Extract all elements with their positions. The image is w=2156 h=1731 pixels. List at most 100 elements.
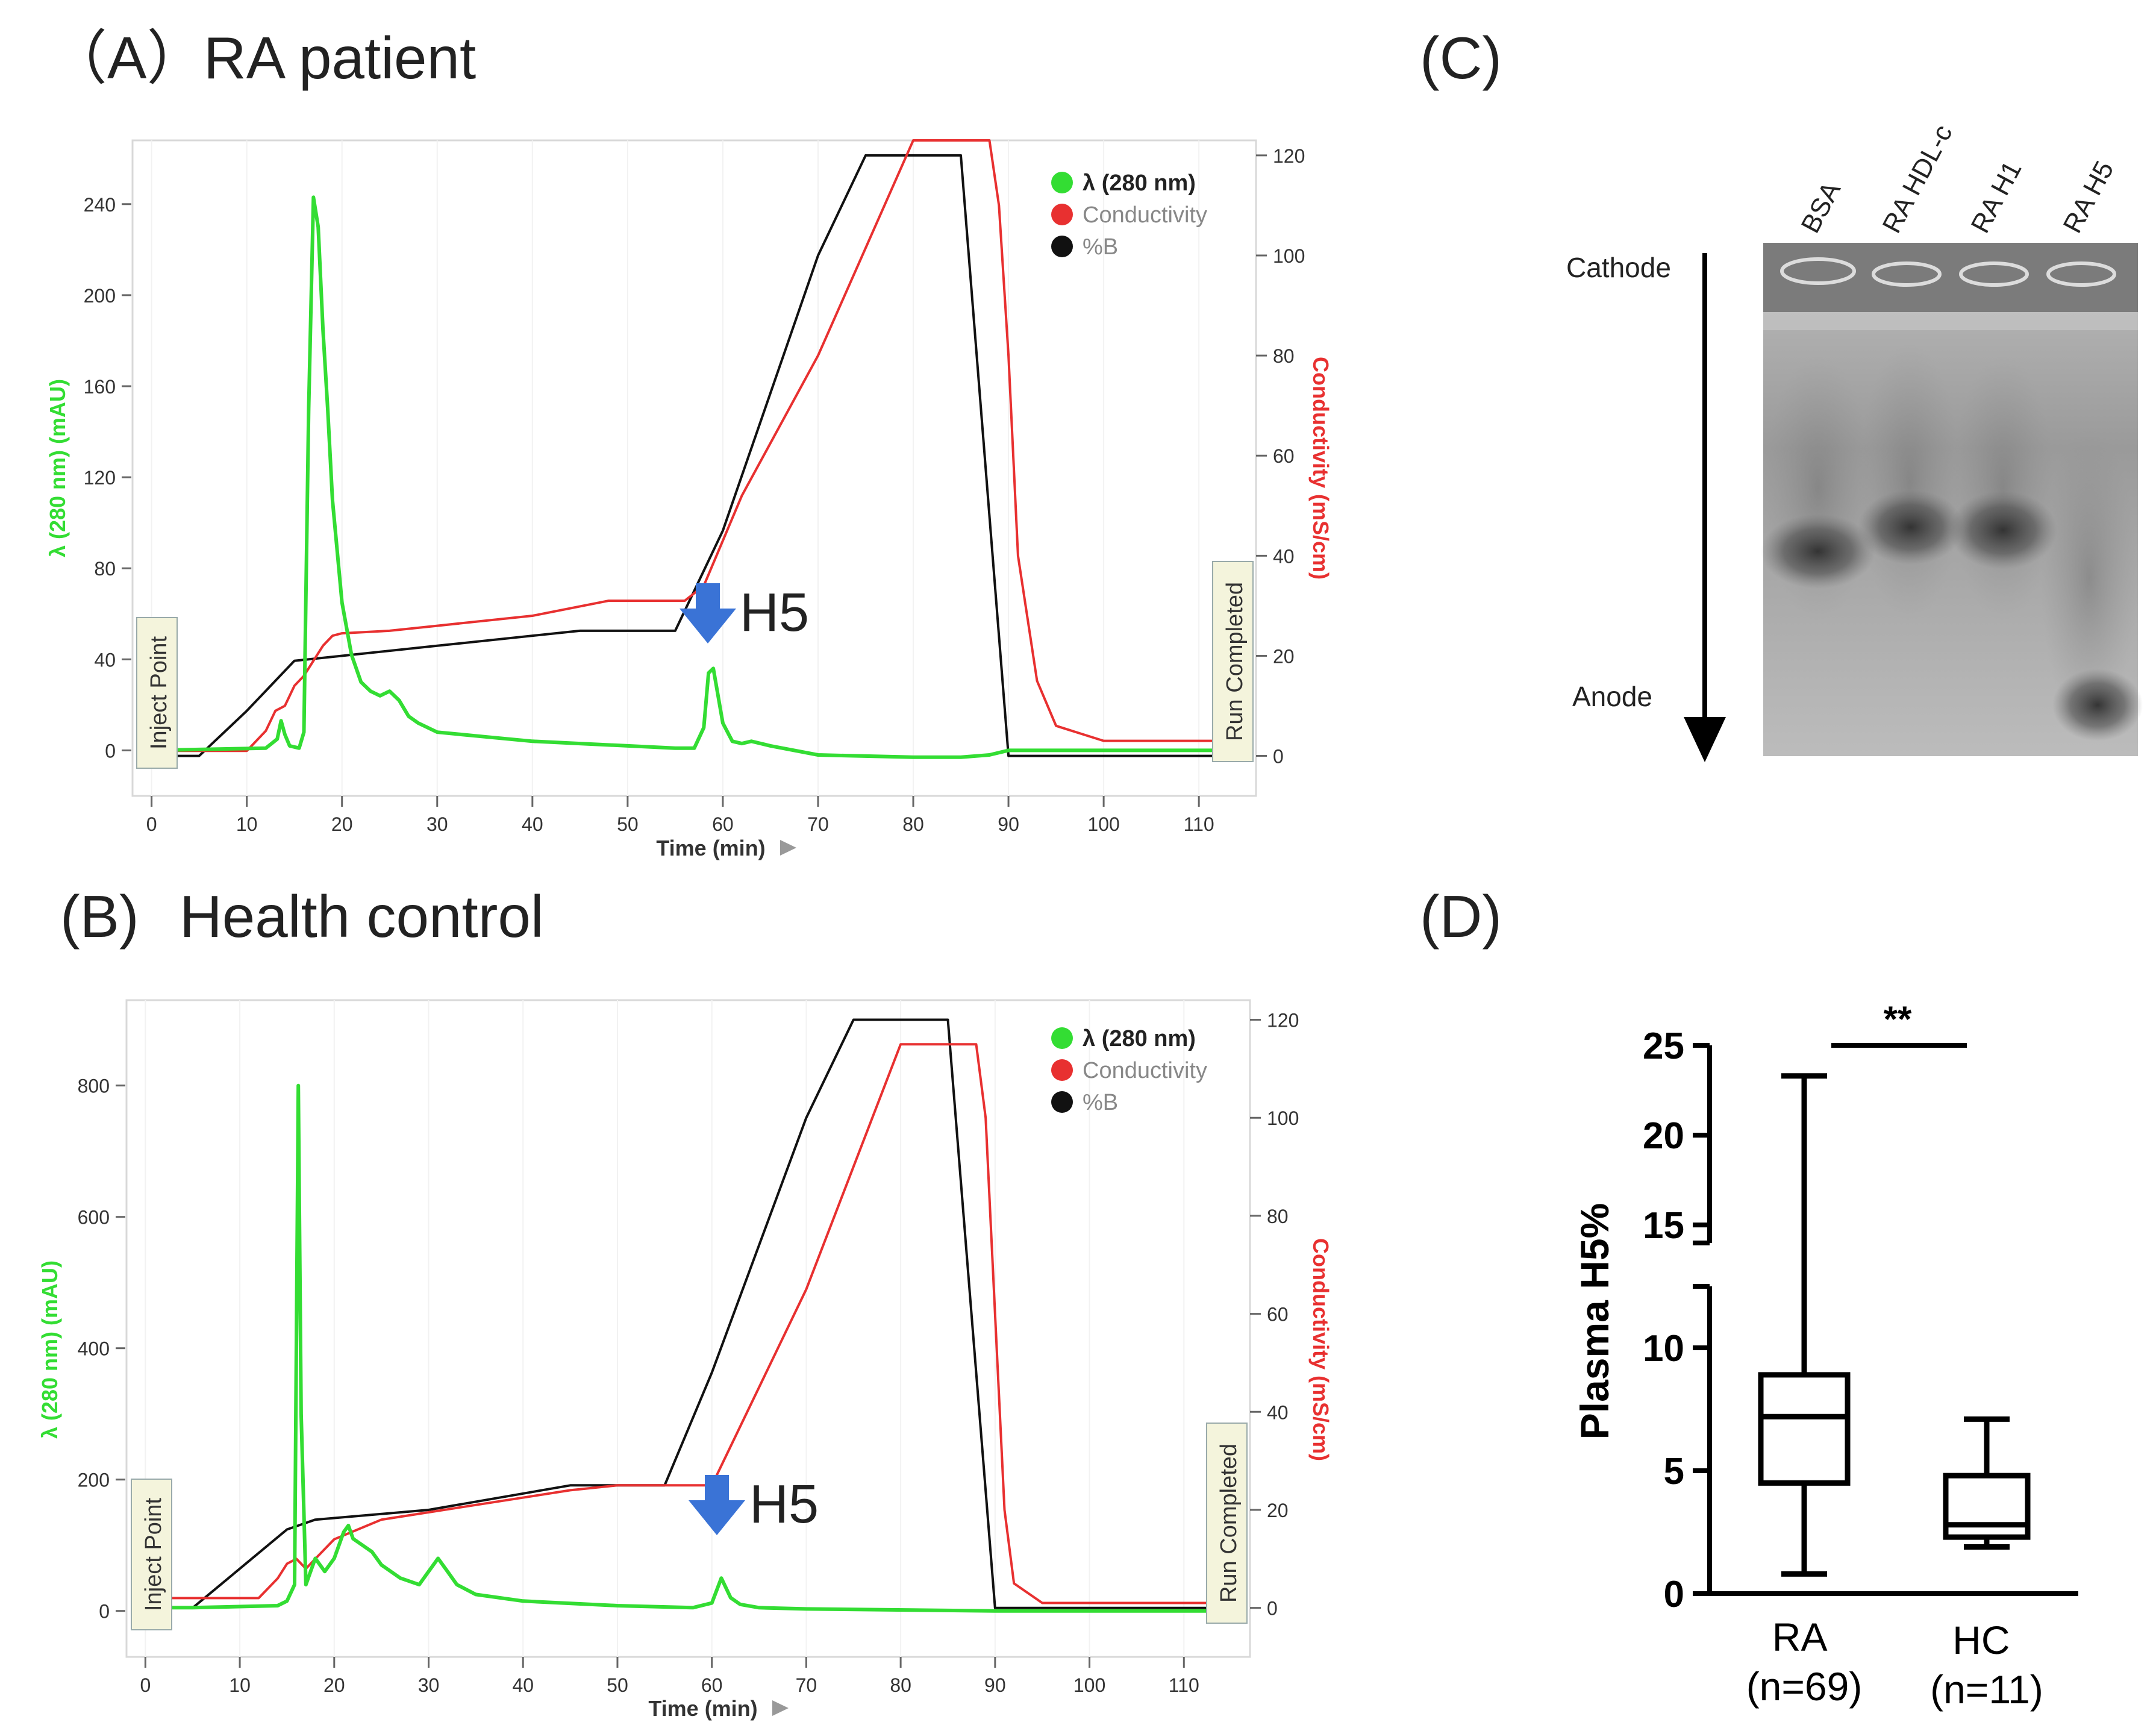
a-series-line-percent-b [151, 154, 1247, 757]
chart-d-boxes [1758, 1073, 2031, 1577]
chart-b-xlabel-arrow-icon [772, 1700, 789, 1716]
a-xtick-label: 50 [617, 813, 639, 835]
a-ytick-right-label: 120 [1273, 145, 1305, 167]
chart-a-plot-area [131, 139, 1257, 797]
b-xtick-label: 110 [1169, 1674, 1199, 1696]
b-ytick-right-label: 40 [1267, 1401, 1289, 1423]
a-xtick-label: 20 [331, 813, 353, 835]
a-ytick-left-label: 200 [84, 285, 116, 307]
chart-a-xlabel-arrow-icon [780, 840, 796, 856]
legend-a-marker-percent-b [1051, 236, 1073, 257]
gel-lane-label-ra-hdl-c: RA HDL-c [1877, 120, 1958, 238]
chart-a-inject-point-label: Inject Point [146, 636, 172, 750]
gel-image [1761, 243, 2143, 756]
legend-a-label-lambda: λ (280 nm) [1083, 171, 1196, 196]
chart-a-legend: λ (280 nm) Conductivity %B [1051, 171, 1207, 260]
chart-d-ytick-label: 5 [1664, 1451, 1684, 1492]
chart-b-inject-point-marker: Inject Point [131, 1479, 172, 1630]
b-xtick-label: 0 [140, 1674, 151, 1696]
chart-d-significance: ** [1831, 999, 1967, 1048]
gel-lane-label-ra-h1: RA H1 [1966, 156, 2028, 237]
b-ytick-left-label: 200 [78, 1470, 110, 1491]
chart-a-x-ticks: 0 10 20 30 40 50 60 70 80 90 100 110 [146, 796, 1214, 835]
b-xtick-label: 70 [796, 1674, 817, 1696]
box-iqr [1943, 1473, 2031, 1540]
chart-d-category-ra-name: RA [1772, 1615, 1828, 1659]
h5-b-label: H5 [749, 1474, 819, 1535]
a-ytick-left-label: 80 [94, 558, 116, 580]
a-ytick-right-label: 0 [1273, 746, 1284, 768]
panel-b-label: (B) [60, 883, 139, 950]
b-ytick-left-label: 0 [99, 1601, 110, 1623]
h5-b-arrow-icon [689, 1475, 745, 1535]
chart-b-run-completed-marker: Run Completed [1206, 1423, 1248, 1624]
a-series-line-conductivity [151, 139, 1247, 753]
a-xtick-label: 30 [427, 813, 448, 835]
chart-b-inject-point-label: Inject Point [141, 1498, 166, 1611]
b-xtick-label: 50 [607, 1674, 628, 1696]
chart-b-x-ticks: 0 10 20 30 40 50 60 70 80 90 100 110 [140, 1657, 1199, 1696]
chart-b-plot-area [125, 999, 1251, 1658]
chart-a-inject-point-marker: Inject Point [136, 617, 178, 769]
chart-d-ylabel: Plasma H5% [1572, 1203, 1617, 1440]
a-ytick-left-label: 240 [84, 194, 116, 216]
chart-d-axes: 0 5 10 15 20 25 [1643, 1025, 2078, 1615]
chart-d-category-ra: RA (n=69) [1746, 1615, 1863, 1709]
chart-d-ytick-label: 15 [1643, 1205, 1684, 1247]
chart-a-run-completed-marker: Run Completed [1212, 561, 1254, 762]
chart-d-ytick-label: 20 [1643, 1115, 1684, 1157]
chart-d-ytick-label: 10 [1643, 1328, 1684, 1369]
a-ytick-right-label: 100 [1273, 245, 1305, 267]
legend-a-marker-lambda [1051, 172, 1073, 193]
a-ytick-right-label: 20 [1273, 645, 1295, 667]
a-xtick-label: 110 [1184, 813, 1214, 835]
h5-a-label: H5 [740, 583, 809, 643]
chart-b-h5-annotation: H5 [689, 1474, 819, 1535]
legend-b-marker-conductivity [1051, 1059, 1073, 1081]
chart-d-category-hc-name: HC [1952, 1618, 2010, 1662]
chart-d-category-hc-n: (n=11) [1930, 1667, 2043, 1712]
chart-a-run-completed-label: Run Completed [1222, 582, 1248, 741]
b-xtick-label: 80 [890, 1674, 911, 1696]
b-xtick-label: 60 [701, 1674, 723, 1696]
b-ytick-right-label: 120 [1267, 1010, 1299, 1031]
b-xtick-label: 100 [1073, 1674, 1105, 1696]
a-xtick-label: 70 [807, 813, 829, 835]
chart-d-category-ra-n: (n=69) [1746, 1664, 1863, 1709]
b-xtick-label: 90 [984, 1674, 1006, 1696]
chart-d-significance-label: ** [1884, 999, 1912, 1039]
a-xtick-label: 40 [522, 813, 543, 835]
chart-b-run-completed-label: Run Completed [1216, 1444, 1242, 1603]
legend-a-marker-conductivity [1051, 204, 1073, 225]
gel-direction-arrow-icon [1684, 253, 1726, 762]
gel-band-ra-hdl-c [1858, 490, 1964, 565]
b-ytick-left-label: 800 [78, 1075, 110, 1097]
gel-cathode-label: Cathode [1566, 252, 1671, 283]
gel-band-ra-h5 [2052, 669, 2143, 741]
b-xtick-label: 20 [323, 1674, 345, 1696]
panel-d: (D) 0 5 10 15 20 25 Plasma H5% RA (n=69) HC (… [1420, 883, 2078, 1712]
legend-a-label-conductivity: Conductivity [1083, 202, 1207, 228]
panel-a-title: RA patient [204, 25, 476, 91]
b-ytick-right-label: 0 [1267, 1598, 1278, 1620]
a-xtick-label: 0 [146, 813, 157, 835]
h5-a-arrow-icon [680, 583, 736, 643]
gel-lane-label-bsa: BSA [1796, 177, 1847, 237]
chart-b-xlabel: Time (min) [648, 1696, 757, 1721]
b-xtick-label: 30 [418, 1674, 440, 1696]
a-ytick-left-label: 40 [94, 649, 116, 671]
gel-anode-label: Anode [1572, 681, 1652, 712]
chart-b-series [145, 1018, 1231, 1613]
legend-b-label-conductivity: Conductivity [1083, 1058, 1207, 1083]
panel-a-label: （A） [48, 25, 205, 91]
legend-a-label-percent-b: %B [1083, 234, 1118, 260]
chart-a-xlabel: Time (min) [656, 836, 765, 860]
chart-a-left-ticks: 0 40 80 120 160 200 240 [84, 194, 131, 762]
b-ytick-right-label: 100 [1267, 1107, 1299, 1129]
a-ytick-right-label: 80 [1273, 345, 1295, 367]
chart-d-category-hc: HC (n=11) [1930, 1618, 2043, 1712]
chart-a-h5-annotation: H5 [680, 583, 809, 643]
legend-b-label-lambda: λ (280 nm) [1083, 1026, 1196, 1051]
